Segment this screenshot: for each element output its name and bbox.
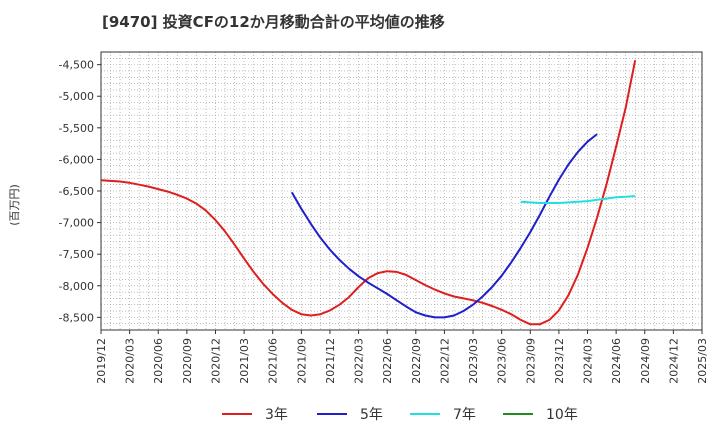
x-tick-label: 2021/06 xyxy=(267,338,280,384)
chart-title: [9470] 投資CFの12か月移動合計の平均値の推移 xyxy=(102,13,445,31)
x-tick-label: 2023/12 xyxy=(553,338,566,384)
x-tick-label: 2021/09 xyxy=(295,338,308,384)
series-line-3 xyxy=(520,195,636,204)
y-axis-label: (百万円) xyxy=(8,184,21,226)
x-tick-label: 2021/03 xyxy=(238,338,251,384)
y-tick-label: -5,000 xyxy=(59,90,94,103)
x-tick-label: 2020/12 xyxy=(209,338,222,384)
x-tick-label: 2024/06 xyxy=(610,338,623,384)
x-tick-label: 2024/03 xyxy=(582,338,595,384)
legend-label-1: 3年 xyxy=(265,407,288,423)
x-tick-label: 2024/09 xyxy=(639,338,652,384)
x-tick-label: 2022/03 xyxy=(353,338,366,384)
y-tick-label: -8,000 xyxy=(59,280,94,293)
y-tick-label: -6,500 xyxy=(59,185,94,198)
x-tick-label: 2022/06 xyxy=(381,338,394,384)
x-tick-label: 2021/12 xyxy=(324,338,337,384)
x-tick-label: 2025/03 xyxy=(696,338,709,384)
x-tick-label: 2023/03 xyxy=(467,338,480,384)
x-tick-label: 2019/12 xyxy=(95,338,108,384)
legend-label-2: 5年 xyxy=(360,407,383,423)
x-tick-label: 2022/12 xyxy=(438,338,451,384)
x-tick-label: 2023/09 xyxy=(524,338,537,384)
legend-label-3: 7年 xyxy=(453,407,476,423)
x-tick-label: 2023/06 xyxy=(496,338,509,384)
y-tick-label: -6,000 xyxy=(59,153,94,166)
legend-label-4: 10年 xyxy=(546,407,578,423)
y-tick-label: -5,500 xyxy=(59,122,94,135)
x-tick-label: 2020/06 xyxy=(152,338,165,384)
series-line-1 xyxy=(100,60,637,326)
y-tick-label: -8,500 xyxy=(59,311,94,324)
x-tick-label: 2024/12 xyxy=(667,338,680,384)
x-tick-label: 2020/09 xyxy=(181,338,194,384)
y-tick-label: -7,500 xyxy=(59,248,94,261)
x-tick-label: 2022/09 xyxy=(410,338,423,384)
y-tick-label: -7,000 xyxy=(59,217,94,230)
y-tick-label: -4,500 xyxy=(59,59,94,72)
x-tick-label: 2020/03 xyxy=(124,338,137,384)
